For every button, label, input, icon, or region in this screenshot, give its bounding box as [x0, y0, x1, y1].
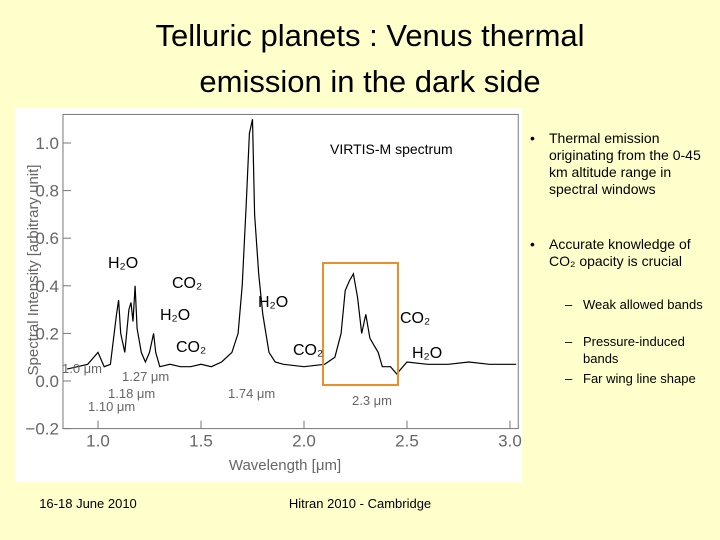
y-tick-label: 0.6: [35, 229, 59, 248]
annotation: CO₂: [172, 275, 202, 292]
y-tick-label: 0.8: [35, 182, 59, 201]
y-tick-label: 0.0: [35, 372, 59, 391]
annotation: CO₂: [293, 342, 323, 359]
y-tick-label: 0.4: [35, 277, 59, 296]
y-tick-label: −0.2: [25, 420, 59, 439]
y-axis-label: Spectral Intensity [arbitrary unit]: [25, 165, 42, 376]
annotation: 1.18 μm: [108, 386, 155, 401]
annotation: VIRTIS-M spectrum: [330, 141, 453, 157]
annotation: 1.27 μm: [122, 369, 169, 384]
title: Telluric planets : Venus thermal: [155, 18, 584, 53]
annotation: 1.10 μm: [88, 399, 135, 414]
title: emission in the dark side: [199, 64, 540, 99]
footer: Hitran 2010 - Cambridge: [289, 496, 431, 511]
bullet-text: Accurate knowledge of CO₂ opacity is cru…: [549, 236, 691, 269]
sub-marker: –: [565, 334, 573, 349]
x-tick-label: 1.0: [86, 432, 110, 451]
x-axis-label: Wavelength [μm]: [229, 457, 341, 474]
x-tick-label: 2.0: [292, 432, 316, 451]
x-tick-label: 2.5: [395, 432, 419, 451]
x-tick-label: 1.5: [189, 432, 213, 451]
annotation: H₂O: [412, 345, 442, 362]
annotation: 1.0 μm: [62, 361, 102, 376]
plot-frame: [62, 113, 519, 430]
bullet-marker: •: [530, 236, 535, 252]
sub-bullet-text: Pressure-induced bands: [583, 334, 685, 366]
annotation: H₂O: [108, 255, 138, 272]
spectrum-line: [66, 119, 517, 375]
annotation: 1.74 μm: [228, 386, 275, 401]
footer: 16-18 June 2010: [39, 496, 137, 511]
sub-marker: –: [565, 371, 573, 386]
y-tick-label: 1.0: [35, 134, 59, 153]
y-tick-label: 0.2: [35, 324, 59, 343]
annotation: CO₂: [400, 310, 430, 327]
sub-bullet-text: Far wing line shape: [583, 371, 696, 386]
chart: −0.2 0.0 0.2 0.4 0.6 0.8 1.0 1.0 1.5 2.0 2.5 3.0 Wav…: [25, 113, 522, 474]
x-tick-label: 3.0: [498, 432, 522, 451]
chart-background: [15, 108, 522, 482]
bullet-text: Thermal emission originating from the 0-…: [549, 130, 701, 197]
sub-marker: –: [565, 297, 573, 312]
highlight-box: [322, 262, 399, 386]
annotation: H₂O: [160, 307, 190, 324]
sub-bullet-text: Weak allowed bands: [583, 297, 703, 312]
bullet-marker: •: [530, 130, 535, 146]
annotation: H₂O: [258, 294, 288, 311]
annotation: 2.3 μm: [352, 393, 392, 408]
annotation: CO₂: [176, 339, 206, 356]
